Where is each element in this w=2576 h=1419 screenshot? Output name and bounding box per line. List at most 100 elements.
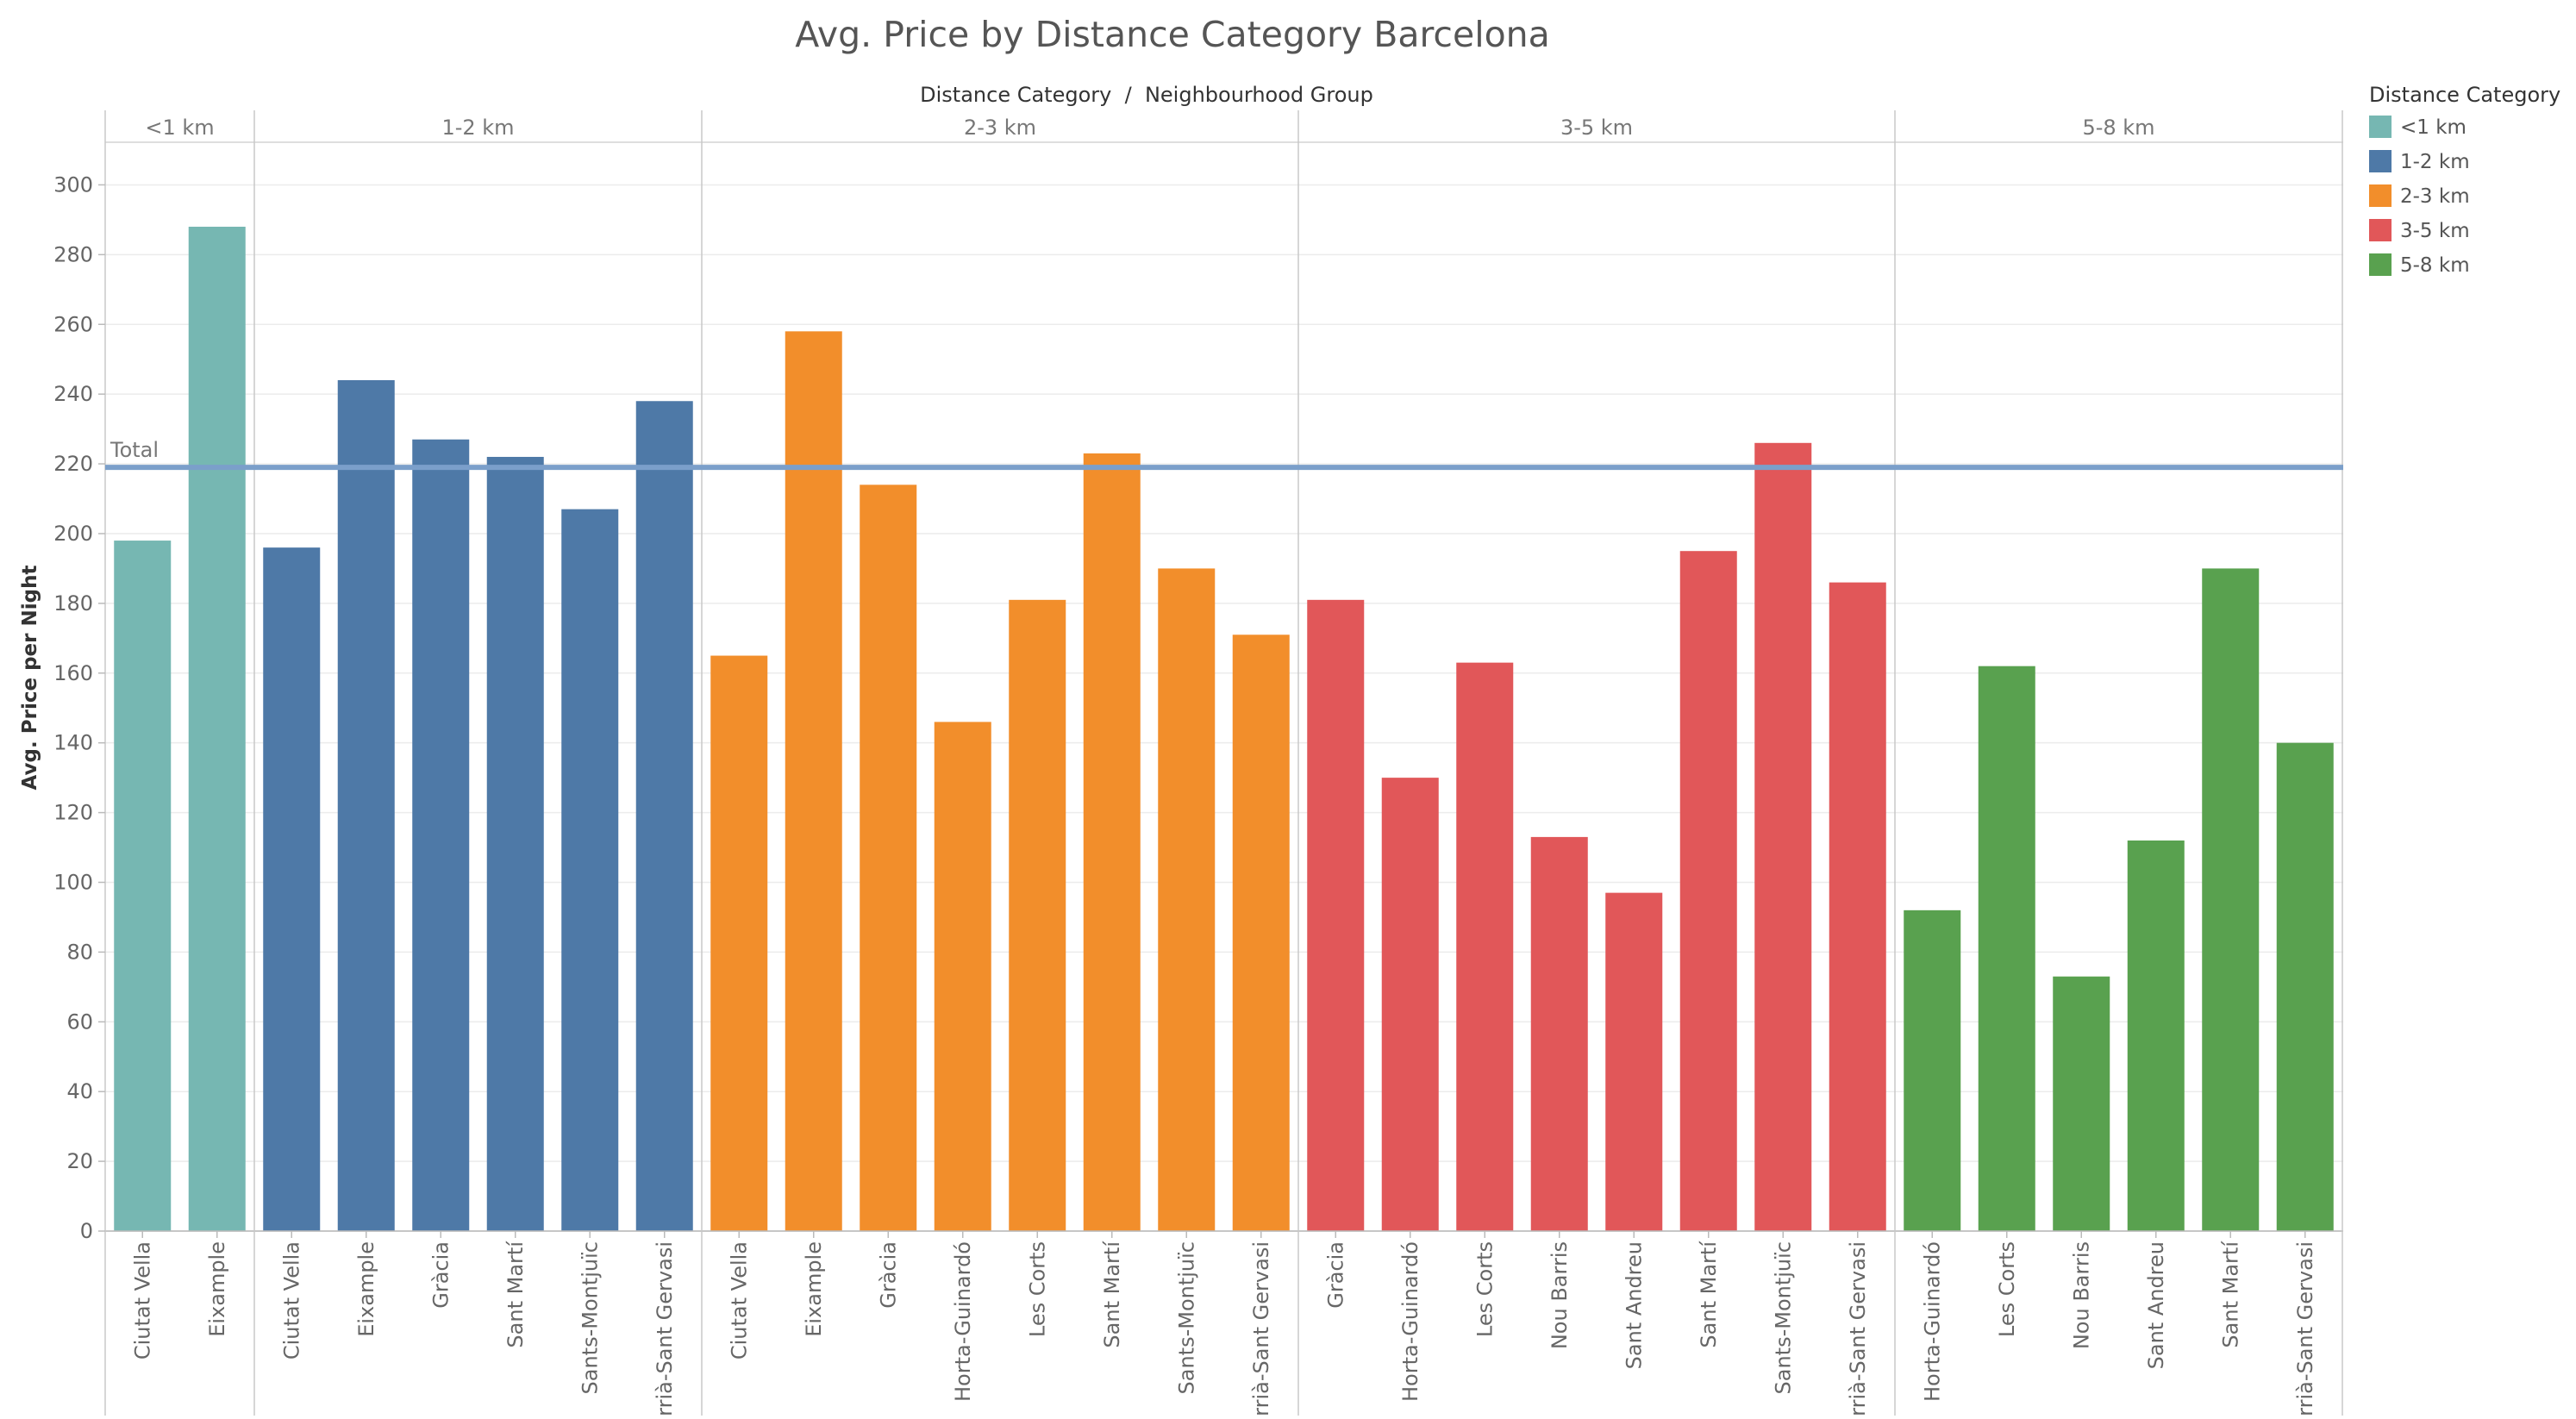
x-tick-label: Sarrià-Sant Gervasi xyxy=(1846,1241,1870,1416)
reference-line: Total xyxy=(105,438,2343,471)
y-tick-label: 200 xyxy=(53,522,93,546)
x-tick-label: Horta-Guinardó xyxy=(1398,1241,1422,1402)
y-tick-label: 160 xyxy=(53,661,93,685)
reference-line-label: Total xyxy=(109,438,159,462)
bar-2-3-km-gr-cia[interactable] xyxy=(860,484,917,1231)
x-tick-label: Sarrià-Sant Gervasi xyxy=(1249,1241,1273,1416)
x-tick-label: Les Corts xyxy=(1025,1241,1049,1337)
x-tick-label: Eixample xyxy=(205,1241,229,1337)
x-tick-label: Sants-Montjuïc xyxy=(1771,1241,1795,1394)
pane-dividers xyxy=(104,110,2343,1419)
group-header-5-8-km: 5-8 km xyxy=(2082,116,2154,140)
bar-1-2-km-sants-montju-c[interactable] xyxy=(561,509,619,1231)
group-header-1-km: <1 km xyxy=(145,116,214,140)
y-tick-label: 140 xyxy=(53,731,93,755)
y-tick-label: 20 xyxy=(66,1149,93,1173)
y-tick-label: 60 xyxy=(66,1010,93,1034)
y-tick-label: 300 xyxy=(53,172,93,197)
bar-3-5-km-sant-andreu[interactable] xyxy=(1605,892,1663,1231)
bar-3-5-km-sant-mart[interactable] xyxy=(1679,551,1737,1231)
x-tick-label: Sant Andreu xyxy=(1622,1241,1646,1369)
group-header-3-5-km: 3-5 km xyxy=(1560,116,1633,140)
bar-1-2-km-eixample[interactable] xyxy=(337,379,395,1231)
bar-3-5-km-gr-cia[interactable] xyxy=(1307,599,1365,1231)
x-tick-label: Horta-Guinardó xyxy=(1920,1241,1944,1402)
gridlines xyxy=(105,184,2343,1232)
x-tick-label: Sant Martí xyxy=(1100,1241,1124,1348)
bar-5-8-km-sarri-sant-gervasi[interactable] xyxy=(2276,742,2334,1231)
bar-3-5-km-nou-barris[interactable] xyxy=(1530,836,1588,1231)
legend-label-1-km: <1 km xyxy=(2400,116,2467,139)
legend-label-3-5-km: 3-5 km xyxy=(2400,220,2470,242)
bar-1-2-km-sarri-sant-gervasi[interactable] xyxy=(635,401,693,1232)
group-header-1-2-km: 1-2 km xyxy=(441,116,514,140)
bar-3-5-km-sarri-sant-gervasi[interactable] xyxy=(1829,582,1886,1231)
x-tick-label: Ciutat Vella xyxy=(279,1241,303,1360)
legend-title: Distance Category xyxy=(2369,83,2560,107)
x-tick-label: Les Corts xyxy=(1472,1241,1497,1337)
x-tick-label: Sarrià-Sant Gervasi xyxy=(653,1241,677,1416)
x-tick-label: Gràcia xyxy=(1323,1241,1347,1309)
x-tick-label: Gràcia xyxy=(428,1241,453,1309)
bar-3-5-km-horta-guinard[interactable] xyxy=(1381,778,1439,1231)
x-tick-label: Sant Martí xyxy=(2218,1241,2242,1348)
y-tick-label: 220 xyxy=(53,452,93,476)
x-tick-label: Eixample xyxy=(354,1241,378,1337)
bar-2-3-km-ciutat-vella[interactable] xyxy=(710,655,768,1231)
x-tick-label: Sant Martí xyxy=(503,1241,528,1348)
x-tick-label: Sants-Montjuïc xyxy=(1174,1241,1198,1394)
y-tick-label: 260 xyxy=(53,312,93,336)
bar-5-8-km-horta-guinard[interactable] xyxy=(1904,910,1961,1231)
bar-1-2-km-ciutat-vella[interactable] xyxy=(263,547,321,1231)
x-tick-label: Gràcia xyxy=(876,1241,900,1309)
x-tick-label: Sant Martí xyxy=(1697,1241,1721,1348)
group-header-2-3-km: 2-3 km xyxy=(964,116,1036,140)
bar-1-km-ciutat-vella[interactable] xyxy=(114,541,172,1231)
group-headers: <1 km 1-2 km 2-3 km 3-5 km 5-8 km xyxy=(145,116,2154,140)
x-tick-label: Eixample xyxy=(802,1241,826,1337)
legend-label-2-3-km: 2-3 km xyxy=(2400,185,2470,208)
legend-swatch-3-5-km xyxy=(2369,219,2392,241)
bar-1-2-km-gr-cia[interactable] xyxy=(412,439,470,1231)
bar-1-km-eixample[interactable] xyxy=(188,226,246,1232)
x-tick-label: Nou Barris xyxy=(1547,1241,1572,1349)
y-axis: 0 20 40 60 80 100 120 140 160 180 200 220 240 260 280 3… xyxy=(53,172,105,1243)
bar-5-8-km-nou-barris[interactable] xyxy=(2053,976,2110,1231)
y-tick-label: 240 xyxy=(53,382,93,406)
y-tick-label: 40 xyxy=(66,1079,93,1103)
x-axis-labels: Ciutat Vella Eixample Ciutat Vella Eixample… xyxy=(130,1231,2317,1419)
x-tick-label: Ciutat Vella xyxy=(130,1241,154,1360)
bar-1-2-km-sant-mart[interactable] xyxy=(486,456,544,1231)
y-tick-label: 0 xyxy=(80,1219,93,1243)
legend: <1 km 1-2 km 2-3 km 3-5 km 5-8 km xyxy=(2369,116,2470,277)
column-header: Distance Category / Neighbourhood Group xyxy=(920,83,1373,107)
bar-2-3-km-eixample[interactable] xyxy=(785,331,842,1231)
legend-swatch-2-3-km xyxy=(2369,184,2392,207)
bar-5-8-km-sant-mart[interactable] xyxy=(2202,568,2260,1231)
x-tick-label: Ciutat Vella xyxy=(727,1241,751,1360)
bar-2-3-km-sant-mart[interactable] xyxy=(1083,453,1141,1231)
bar-3-5-km-sants-montju-c[interactable] xyxy=(1754,442,1812,1231)
y-tick-label: 180 xyxy=(53,591,93,616)
x-tick-label: Les Corts xyxy=(1995,1241,2019,1337)
bars xyxy=(114,226,2334,1232)
bar-3-5-km-les-corts[interactable] xyxy=(1456,662,1514,1231)
legend-swatch-5-8-km xyxy=(2369,253,2392,276)
y-axis-title: Avg. Price per Night xyxy=(19,566,41,791)
y-tick-label: 80 xyxy=(66,940,93,964)
bar-5-8-km-les-corts[interactable] xyxy=(1978,666,2035,1231)
chart-title: Avg. Price by Distance Category Barcelon… xyxy=(795,14,1550,55)
y-tick-label: 280 xyxy=(53,242,93,266)
legend-label-1-2-km: 1-2 km xyxy=(2400,151,2470,173)
bar-2-3-km-sarri-sant-gervasi[interactable] xyxy=(1232,634,1290,1231)
bar-2-3-km-horta-guinard[interactable] xyxy=(934,722,991,1231)
y-tick-label: 120 xyxy=(53,801,93,825)
bar-5-8-km-sant-andreu[interactable] xyxy=(2127,840,2185,1231)
x-tick-label: Nou Barris xyxy=(2069,1241,2093,1349)
bar-2-3-km-les-corts[interactable] xyxy=(1009,599,1066,1231)
legend-label-5-8-km: 5-8 km xyxy=(2400,254,2470,277)
y-tick-label: 100 xyxy=(53,870,93,894)
bar-2-3-km-sants-montju-c[interactable] xyxy=(1158,568,1216,1231)
